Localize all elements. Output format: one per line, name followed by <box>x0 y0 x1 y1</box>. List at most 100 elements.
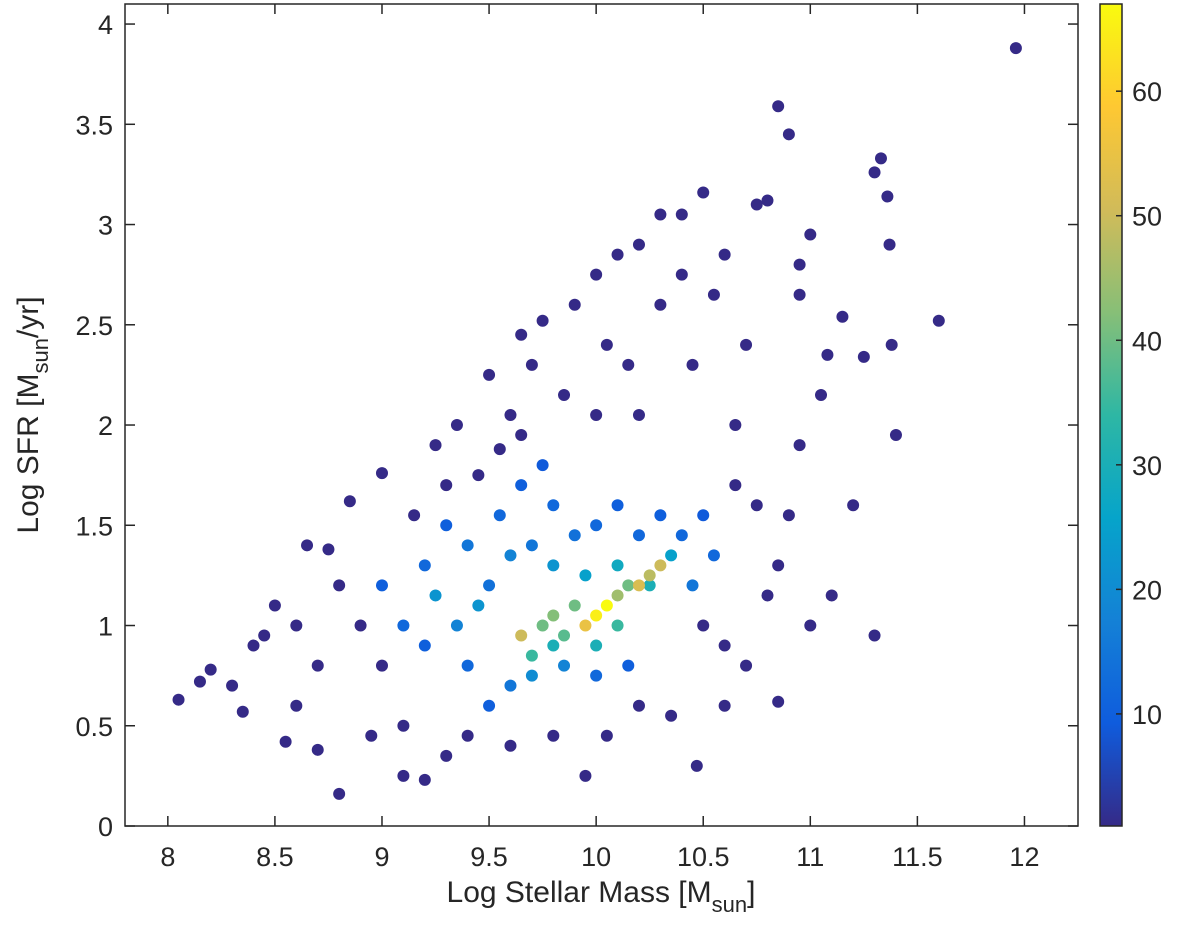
point <box>440 519 453 532</box>
point <box>718 639 731 652</box>
point <box>450 619 463 632</box>
point <box>782 509 795 522</box>
point <box>418 559 431 572</box>
x-tick-label: 10 <box>581 842 611 872</box>
point <box>483 579 496 592</box>
point <box>226 679 239 692</box>
point <box>632 699 645 712</box>
x-axis-label: Log Stellar Mass [Msun] <box>447 876 756 917</box>
point <box>579 619 592 632</box>
point <box>600 338 613 351</box>
y-axis-label: Log SFR [Msun/yr] <box>12 296 53 533</box>
point <box>690 759 703 772</box>
colorbar-tick-label: 10 <box>1132 700 1162 730</box>
point <box>750 499 763 512</box>
y-tick-label: 1 <box>98 612 113 642</box>
x-tick-label: 8.5 <box>256 842 294 872</box>
colorbar-tick-label: 40 <box>1132 326 1162 356</box>
x-tick-label: 10.5 <box>677 842 730 872</box>
point <box>697 186 710 199</box>
point <box>729 419 742 432</box>
point <box>343 495 356 508</box>
point <box>525 649 538 662</box>
point <box>857 350 870 363</box>
point <box>579 769 592 782</box>
point <box>675 268 688 281</box>
point <box>750 198 763 211</box>
point <box>761 589 774 602</box>
point <box>504 549 517 562</box>
point <box>568 599 581 612</box>
colorbar <box>1099 3 1123 827</box>
point <box>590 519 603 532</box>
point <box>301 539 314 552</box>
y-label-end: /yr] <box>12 296 45 338</box>
point <box>515 328 528 341</box>
point <box>740 659 753 672</box>
point <box>590 409 603 421</box>
point <box>611 499 624 512</box>
point <box>868 166 881 179</box>
x-label-text: Log Stellar Mass [M <box>447 876 712 909</box>
y-label-text: Log SFR [M <box>12 374 45 534</box>
point <box>697 509 710 522</box>
point <box>761 194 774 207</box>
colorbar-tick-label: 20 <box>1132 575 1162 605</box>
point <box>472 469 485 482</box>
point <box>290 699 303 712</box>
point <box>611 619 624 632</box>
point <box>536 314 549 327</box>
point <box>483 699 496 712</box>
point <box>365 729 378 742</box>
point <box>172 693 185 706</box>
point <box>590 669 603 682</box>
point <box>622 358 635 371</box>
point <box>515 429 528 442</box>
point <box>654 559 667 572</box>
point <box>472 599 485 612</box>
point <box>504 739 517 752</box>
point <box>504 409 517 421</box>
point <box>881 190 894 203</box>
point <box>558 659 571 672</box>
point <box>718 699 731 712</box>
y-tick-label: 2 <box>98 411 113 441</box>
point <box>547 729 560 742</box>
point <box>675 208 688 221</box>
point <box>707 549 720 562</box>
point <box>333 787 346 800</box>
point <box>440 479 453 492</box>
plot-frame <box>124 3 1079 827</box>
x-tick-label: 8 <box>160 842 175 872</box>
y-tick-label: 0.5 <box>75 712 113 742</box>
point <box>333 579 346 592</box>
point <box>686 579 699 592</box>
point <box>654 509 667 522</box>
point <box>204 663 217 676</box>
colorbar-tick-label: 30 <box>1132 451 1162 481</box>
y-label-sub: sun <box>28 338 53 373</box>
y-tick-label: 4 <box>98 10 113 40</box>
x-tick-label: 9 <box>374 842 389 872</box>
point <box>600 599 613 612</box>
y-tick-label: 1.5 <box>75 511 113 541</box>
point <box>375 659 388 672</box>
point <box>429 439 442 452</box>
point <box>547 499 560 512</box>
point <box>290 619 303 632</box>
point <box>611 559 624 572</box>
point <box>536 459 549 472</box>
point <box>418 773 431 786</box>
point <box>632 409 645 421</box>
point <box>885 338 898 351</box>
point <box>590 268 603 281</box>
point <box>825 589 838 602</box>
point <box>665 709 678 722</box>
point <box>579 569 592 582</box>
point <box>874 152 887 165</box>
x-tick-label: 12 <box>1009 842 1039 872</box>
point <box>804 619 817 632</box>
point <box>772 100 785 113</box>
point <box>525 539 538 552</box>
point <box>568 529 581 542</box>
